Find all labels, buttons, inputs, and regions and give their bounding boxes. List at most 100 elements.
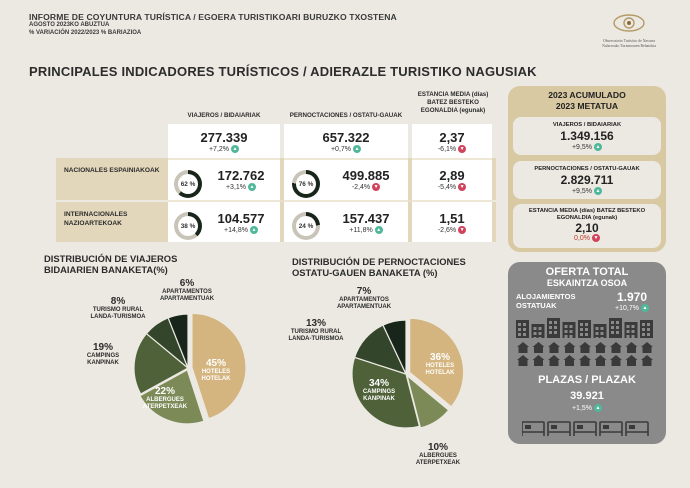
- pie1-title: DISTRIBUCIÓN DE VIAJEROS BIDAIARIEN BANA…: [44, 253, 244, 275]
- pie1-slice-hoteles: [191, 312, 246, 420]
- window-icon: [626, 325, 630, 328]
- col-head-estancia: ESTANCIA MEDIA (días) BATEZ BESTEKO EGON…: [417, 91, 489, 114]
- pie1-slice-albergues: [139, 368, 205, 425]
- pie2-apartamentos-name-eu: APARTAMENTUAK: [336, 304, 392, 310]
- building-icon: [531, 324, 545, 338]
- pillow-icon: [551, 425, 557, 429]
- down-arrow-icon: ▼: [458, 183, 467, 191]
- pie2-chart: [351, 317, 465, 429]
- window-icon: [533, 337, 537, 340]
- window-icon: [585, 333, 588, 336]
- nac-viajeros: 172.762 +3,1% ▲: [206, 168, 276, 191]
- up-arrow-icon: ▲: [374, 226, 383, 234]
- offer-title-es: OFERTA TOTAL: [545, 266, 629, 278]
- buildings-houses-icon: [516, 318, 653, 366]
- nac-viajeros-value: 172.762: [217, 168, 265, 183]
- acc-pernoct-label: PERNOCTACIONES / OSTATU-GAUAK: [534, 166, 640, 172]
- down-arrow-icon: ▼: [458, 145, 467, 153]
- house-icon: [565, 360, 574, 366]
- pie2-title-es: DISTRIBUCIÓN DE PERNOCTACIONES: [292, 256, 466, 267]
- share-ring-viajeros-nac: 62 %: [174, 170, 202, 198]
- window-icon: [564, 335, 568, 338]
- offer-aloj-label-eu: OSTATUAK: [516, 301, 557, 310]
- offer-aloj-label-es: ALOJAMIENTOS: [516, 292, 576, 301]
- offer-title-eu: ESKAINTZA OSOA: [546, 278, 628, 288]
- window-icon: [523, 323, 526, 326]
- acc-estancia-value: 2,10: [575, 221, 599, 235]
- house-roof-icon: [610, 342, 622, 347]
- int-viajeros-value: 104.577: [217, 211, 265, 226]
- building-icon: [578, 320, 591, 338]
- total-estancia-value: 2,37: [439, 130, 465, 145]
- pie1-campings-name-es: CAMPINGS: [86, 353, 120, 359]
- nac-estancia-value: 2,89: [439, 168, 465, 183]
- window-icon: [611, 331, 614, 334]
- pie2-label-campings: 34% CAMPINGS KANPINAK: [354, 378, 404, 403]
- pie2-title-eu: OSTATU-GAUEN BANAKETA (%): [292, 267, 438, 278]
- int-pernoct-var: +11,8%: [349, 226, 373, 234]
- house-icon: [518, 347, 528, 353]
- house-roof-icon: [625, 342, 638, 347]
- offer-plazas-change: +1,5% ▲: [508, 404, 666, 412]
- down-arrow-icon: ▼: [372, 183, 381, 191]
- pie1-turismo-pct: 8%: [110, 296, 126, 307]
- page-title: PRINCIPALES INDICADORES TURÍSTICOS / ADI…: [29, 64, 537, 79]
- window-icon: [569, 335, 573, 338]
- window-icon: [616, 326, 619, 329]
- pie1-title-es: DISTRIBUCIÓN DE VIAJEROS: [44, 253, 178, 264]
- offer-plazas-value: 39.921: [570, 390, 604, 402]
- total-estancia: 2,37 -6,1% ▼: [412, 130, 492, 153]
- house-icon: [642, 347, 652, 353]
- window-icon: [642, 323, 645, 326]
- window-icon: [523, 333, 526, 336]
- bed-icon: [599, 421, 623, 433]
- window-icon: [631, 330, 635, 333]
- share-ring-pernoct-nac: 76 %: [292, 170, 320, 198]
- nac-estancia: 2,89 -5,4% ▼: [412, 168, 492, 191]
- house-icon: [580, 347, 590, 353]
- acc-estancia-card: ESTANCIA MEDIA (días) BATEZ BESTEKO EGON…: [513, 204, 661, 248]
- total-pernoct-value: 657.322: [322, 130, 370, 145]
- acc-pernoct-var: +9,5%: [571, 187, 593, 195]
- pie2-apartamentos-pct: 7%: [356, 286, 372, 297]
- window-icon: [600, 337, 604, 340]
- window-icon: [616, 331, 619, 334]
- total-pernoct-var: +0,7%: [330, 145, 352, 153]
- window-icon: [611, 321, 614, 324]
- pillow-icon: [577, 425, 583, 429]
- bed-icon: [625, 421, 649, 433]
- pie2-turismo-name-eu: LANDA-TURISMOA: [288, 336, 344, 342]
- window-icon: [533, 327, 537, 330]
- offer-aloj-value: 1.970: [616, 290, 648, 304]
- house-roof-icon: [594, 355, 607, 360]
- window-icon: [595, 332, 599, 335]
- int-estancia: 1,51 -2,6% ▼: [412, 211, 492, 234]
- beds-icon: [522, 421, 649, 436]
- window-icon: [549, 321, 552, 324]
- acc-viajeros-value: 1.349.156: [560, 129, 614, 143]
- house-icon: [565, 347, 574, 353]
- house-roof-icon: [579, 342, 591, 347]
- total-viajeros: 277.339 +7,2% ▲: [168, 130, 280, 153]
- window-icon: [631, 335, 635, 338]
- window-icon: [642, 328, 645, 331]
- row-divider: [168, 200, 492, 202]
- offer-plazas-var: +1,5%: [571, 404, 593, 412]
- window-icon: [518, 328, 521, 331]
- window-icon: [523, 328, 526, 331]
- up-arrow-icon: ▲: [353, 145, 362, 153]
- building-icon: [640, 320, 653, 338]
- nac-viajeros-var: +3,1%: [225, 183, 247, 191]
- int-pernoct-value: 157.437: [342, 211, 390, 226]
- share-ring-label: 24 %: [296, 216, 316, 236]
- house-icon: [611, 360, 621, 366]
- pie2-campings-name-es: CAMPINGS: [362, 389, 396, 395]
- pie1-label-hoteles: 45% HOTELES HOTELAK: [196, 358, 236, 383]
- window-icon: [647, 323, 650, 326]
- report-period: AGOSTO 2023KO ABUZTUA: [29, 22, 110, 28]
- up-arrow-icon: ▲: [249, 226, 258, 234]
- int-estancia-value: 1,51: [439, 211, 465, 226]
- house-roof-icon: [548, 342, 560, 347]
- pie2-hoteles-name-es: HOTELES: [425, 363, 455, 369]
- col-head-viajeros: VIAJEROS / BIDAIARIAK: [187, 112, 261, 119]
